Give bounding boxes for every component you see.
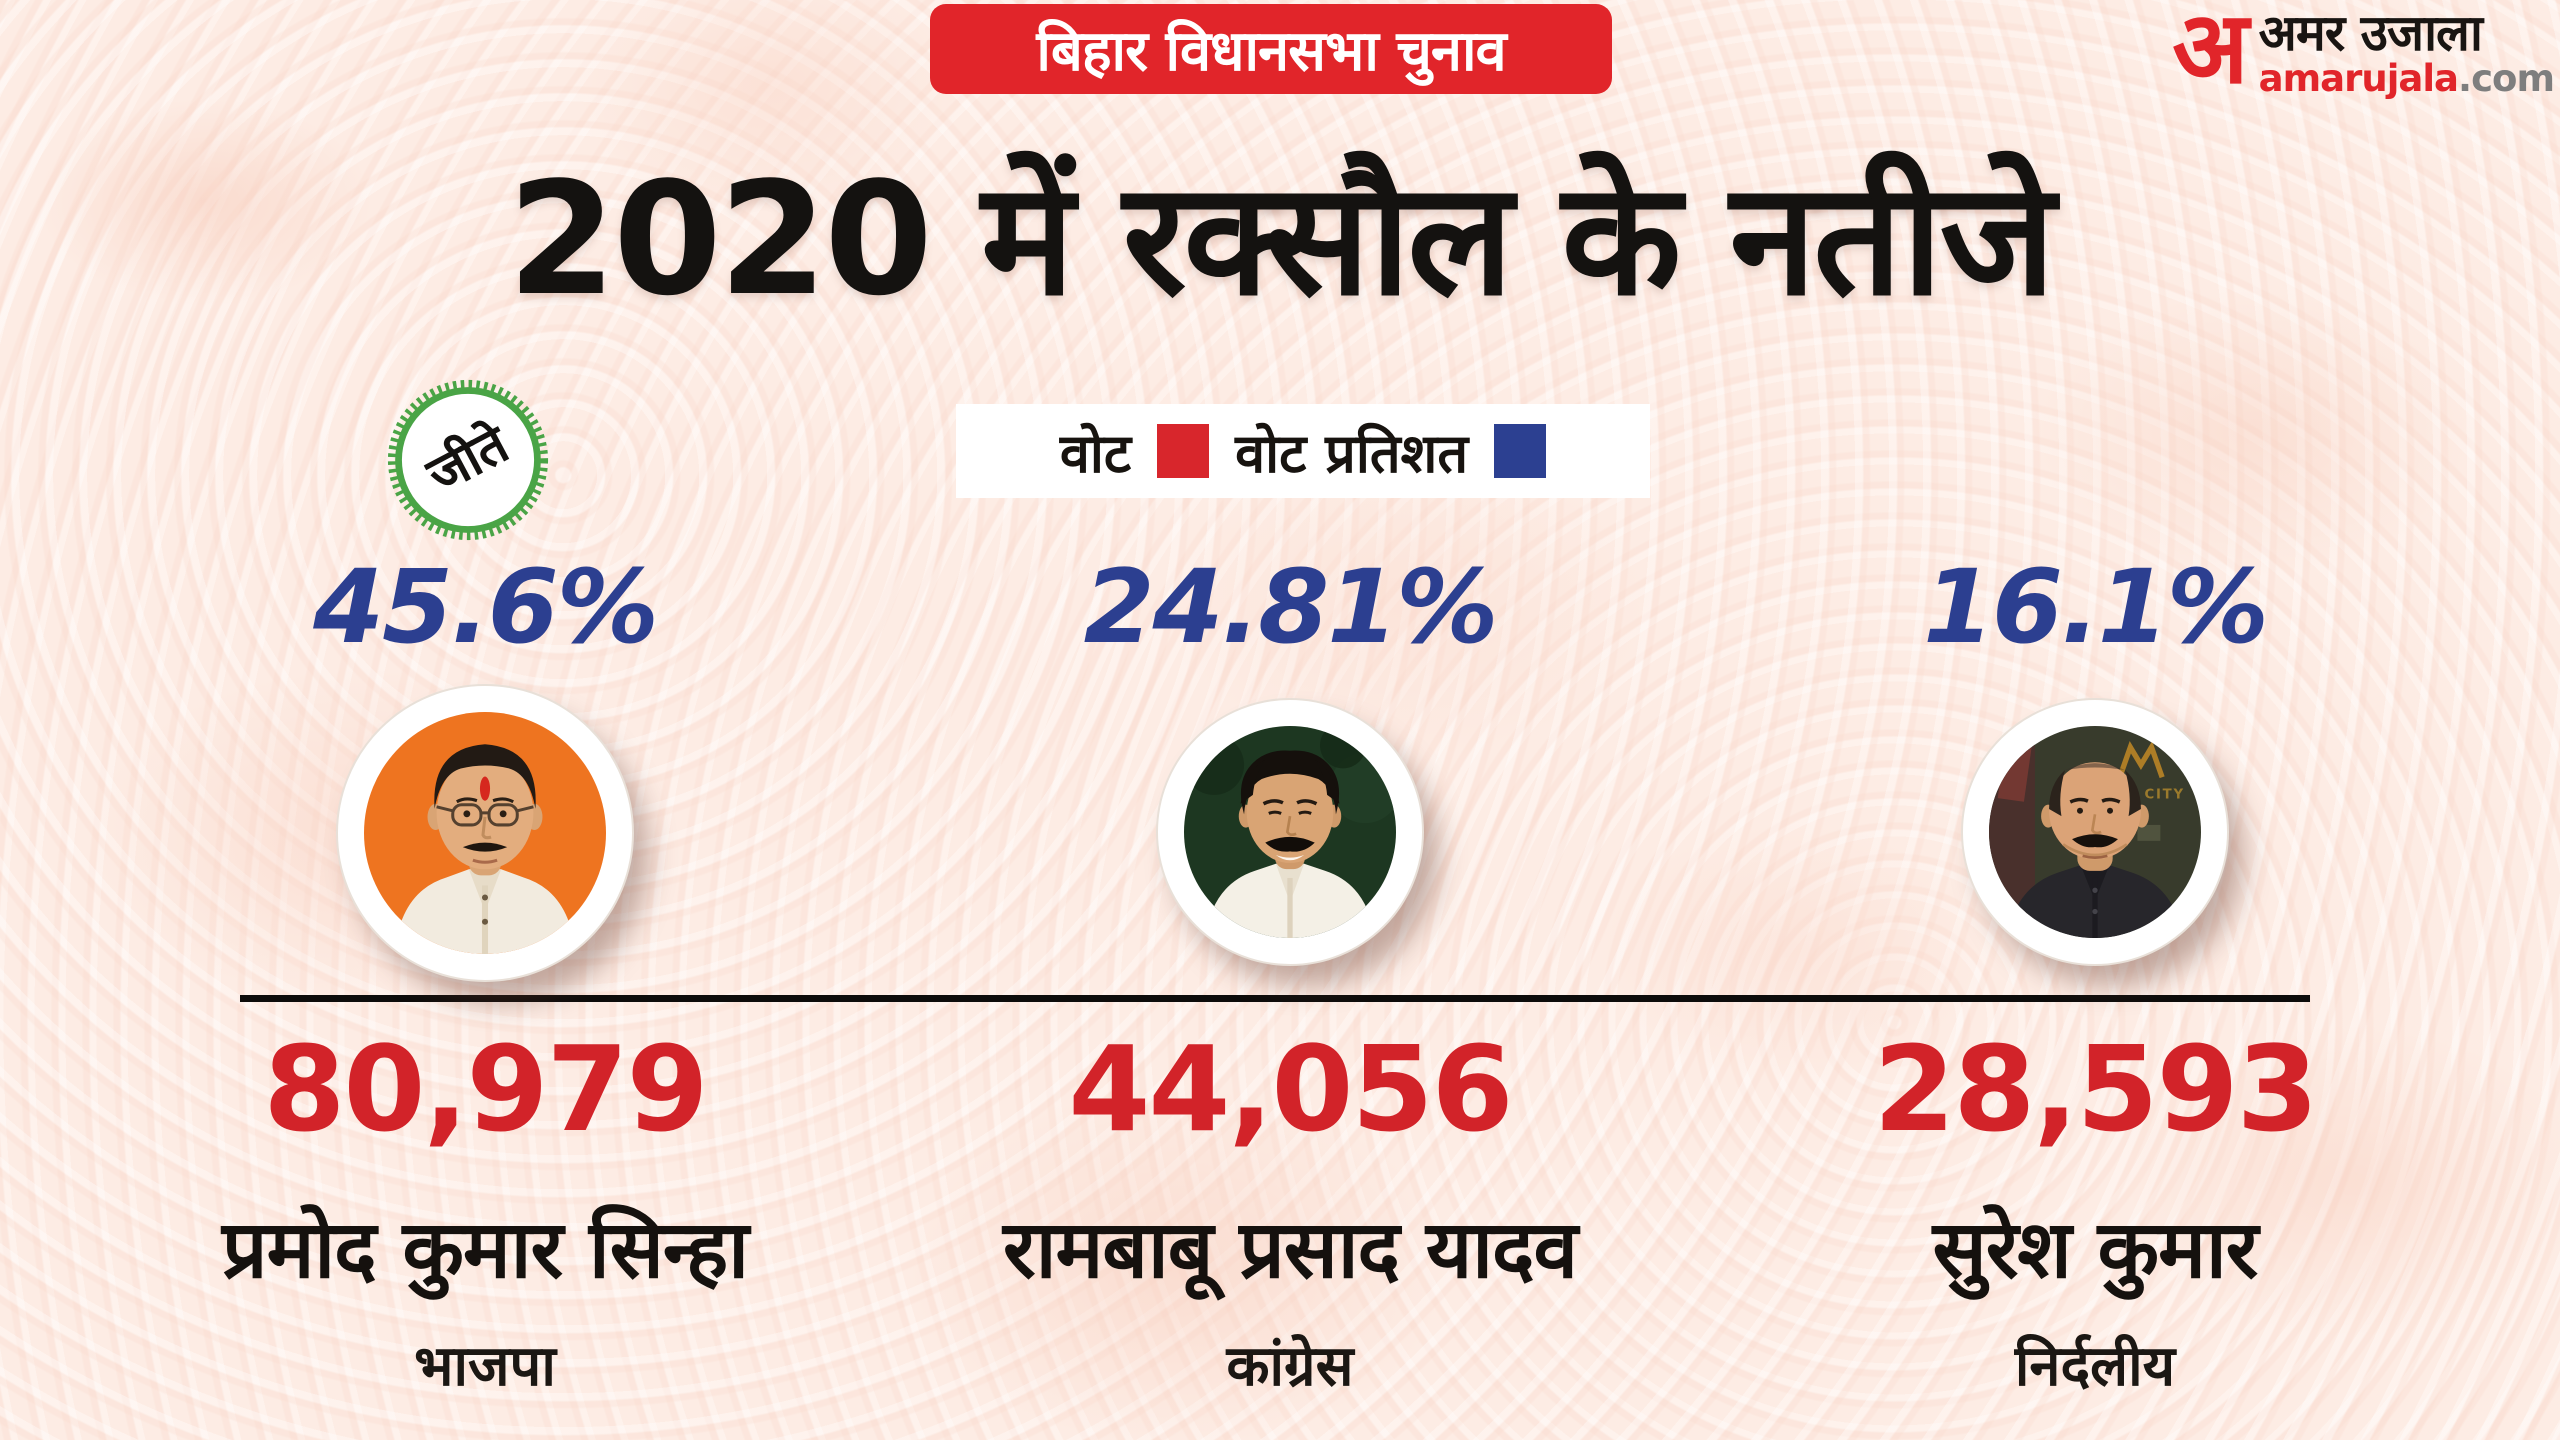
candidate-portrait-icon: [1184, 726, 1396, 938]
winner-badge: जीते: [386, 378, 550, 542]
legend-votes-label: वोट: [1059, 422, 1132, 485]
amar-ujala-logo: अ अमर उजाला amarujala.com: [2172, 0, 2555, 106]
candidate-column-1: 45.6%: [55, 0, 915, 1440]
brand-mark-icon: अ: [2172, 0, 2249, 106]
vote-percent: 16.1%: [1923, 548, 2269, 667]
legend: वोट वोट प्रतिशत: [956, 404, 1650, 498]
winner-badge-seal-icon: जीते: [387, 379, 549, 541]
candidate-photo: [338, 686, 632, 980]
brand-domain-name: amarujala: [2258, 57, 2459, 100]
topic-banner: बिहार विधानसभा चुनाव: [930, 4, 1612, 94]
candidate-name: प्रमोद कुमार सिन्हा: [222, 1203, 749, 1296]
brand-text-block: अमर उजाला amarujala.com: [2258, 2, 2555, 100]
brand-name: अमर उजाला: [2258, 4, 2483, 62]
candidate-name: रामबाबू प्रसाद यादव: [1003, 1203, 1578, 1296]
party-name: निर्दलीय: [2014, 1334, 2176, 1399]
legend-votes-swatch: [1157, 424, 1210, 478]
candidate-column-2: 24.81%: [860, 0, 1720, 1440]
candidate-portrait-icon: EN CITY: [1989, 726, 2201, 938]
candidate-name: सुरेश कुमार: [1932, 1203, 2259, 1296]
brand-domain: amarujala.com: [2258, 57, 2555, 100]
party-name: कांग्रेस: [1226, 1334, 1354, 1399]
divider-line: [240, 995, 2310, 1002]
candidate-column-3: 16.1% EN CITY: [1665, 0, 2525, 1440]
party-name: भाजपा: [414, 1334, 556, 1399]
legend-percent-swatch: [1494, 424, 1547, 478]
candidate-photo: EN CITY: [1963, 700, 2227, 964]
vote-count: 44,056: [1068, 1020, 1513, 1158]
vote-percent: 24.81%: [1083, 548, 1499, 667]
candidate-portrait-icon: [364, 712, 606, 954]
vote-count: 28,593: [1873, 1020, 2318, 1158]
candidate-photo: [1158, 700, 1422, 964]
legend-percent-label: वोट प्रतिशत: [1235, 422, 1469, 485]
vote-count: 80,979: [263, 1020, 708, 1158]
vote-percent: 45.6%: [313, 548, 659, 667]
brand-domain-tld: .com: [2458, 57, 2555, 100]
page-title: 2020 में रक्सौल के नतीजे: [507, 148, 2056, 330]
topic-banner-label: बिहार विधानसभा चुनाव: [1036, 19, 1506, 84]
